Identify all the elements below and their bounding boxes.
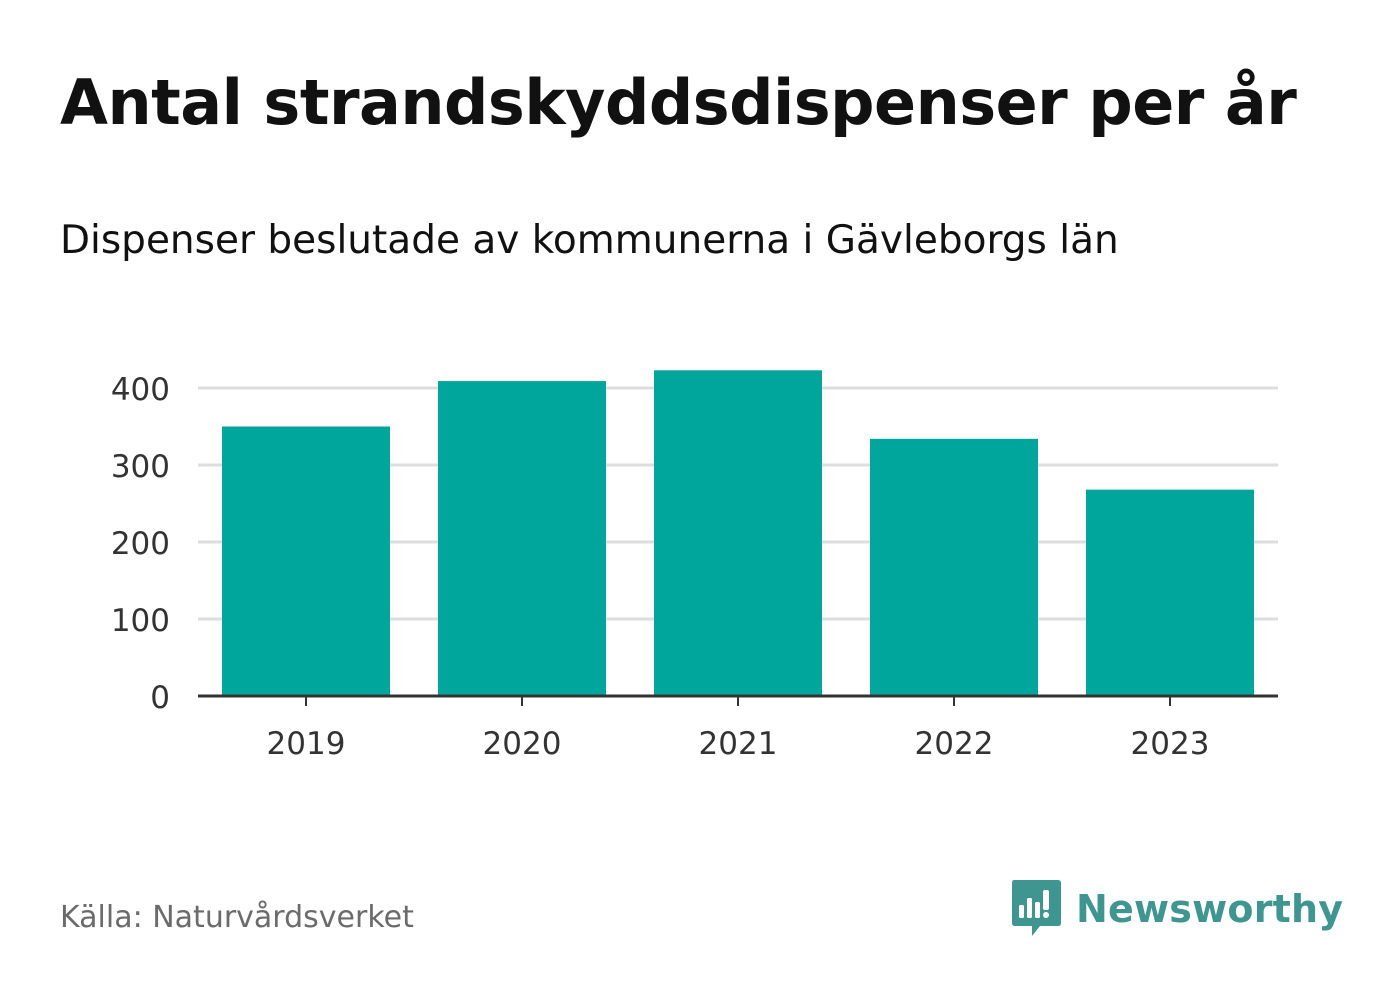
bar — [870, 438, 1038, 696]
bar — [438, 381, 606, 696]
bars — [222, 370, 1254, 696]
chart-title: Antal strandskyddsdispenser per år — [60, 66, 1297, 139]
source-note: Källa: Naturvårdsverket — [60, 900, 414, 935]
chart-subtitle: Dispenser beslutade av kommunerna i Gävl… — [60, 218, 1119, 263]
y-tick-label: 400 — [111, 372, 170, 408]
newsworthy-logo-icon — [1012, 880, 1061, 936]
bar-chart: 0 100 200 300 400 2019 2020 2021 2022 2023 — [111, 370, 1278, 762]
x-tick-label: 2023 — [1131, 726, 1210, 762]
y-tick-label: 0 — [150, 680, 170, 716]
y-tick-label: 200 — [111, 526, 170, 562]
x-tick-label: 2020 — [483, 726, 562, 762]
y-axis-labels: 0 100 200 300 400 — [111, 372, 170, 716]
x-tick-label: 2022 — [915, 726, 994, 762]
y-tick-label: 100 — [111, 603, 170, 639]
bar — [654, 370, 822, 696]
brand-name: Newsworthy — [1076, 887, 1344, 931]
bar — [222, 426, 390, 696]
x-tick-label: 2019 — [267, 726, 346, 762]
x-axis-labels: 2019 2020 2021 2022 2023 — [267, 726, 1210, 762]
brand-logo: Newsworthy — [1010, 878, 1343, 940]
bar — [1086, 489, 1254, 696]
x-axis-ticks — [305, 696, 1171, 706]
y-tick-label: 300 — [111, 449, 170, 485]
x-tick-label: 2021 — [699, 726, 778, 762]
